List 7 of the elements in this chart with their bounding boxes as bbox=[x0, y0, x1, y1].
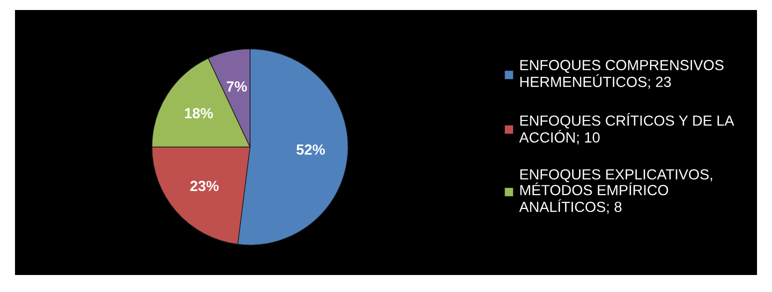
legend-label: ENFOQUES EXPLICATIVOS, MÉTODOS EMPÍRICO ANALÍTICOS; 8 bbox=[519, 169, 712, 214]
legend-label: ENFOQUES COMPRENSIVOS HERMENEÚTICOS; 23 bbox=[520, 60, 724, 89]
data-label: 18% bbox=[185, 108, 213, 118]
data-label: 7% bbox=[226, 81, 247, 92]
legend-label: ENFOQUES CRÍTICOS Y DE LA ACCIÓN; 10 bbox=[519, 113, 734, 144]
data-label: 23% bbox=[190, 180, 219, 192]
data-label: 52% bbox=[296, 144, 325, 155]
